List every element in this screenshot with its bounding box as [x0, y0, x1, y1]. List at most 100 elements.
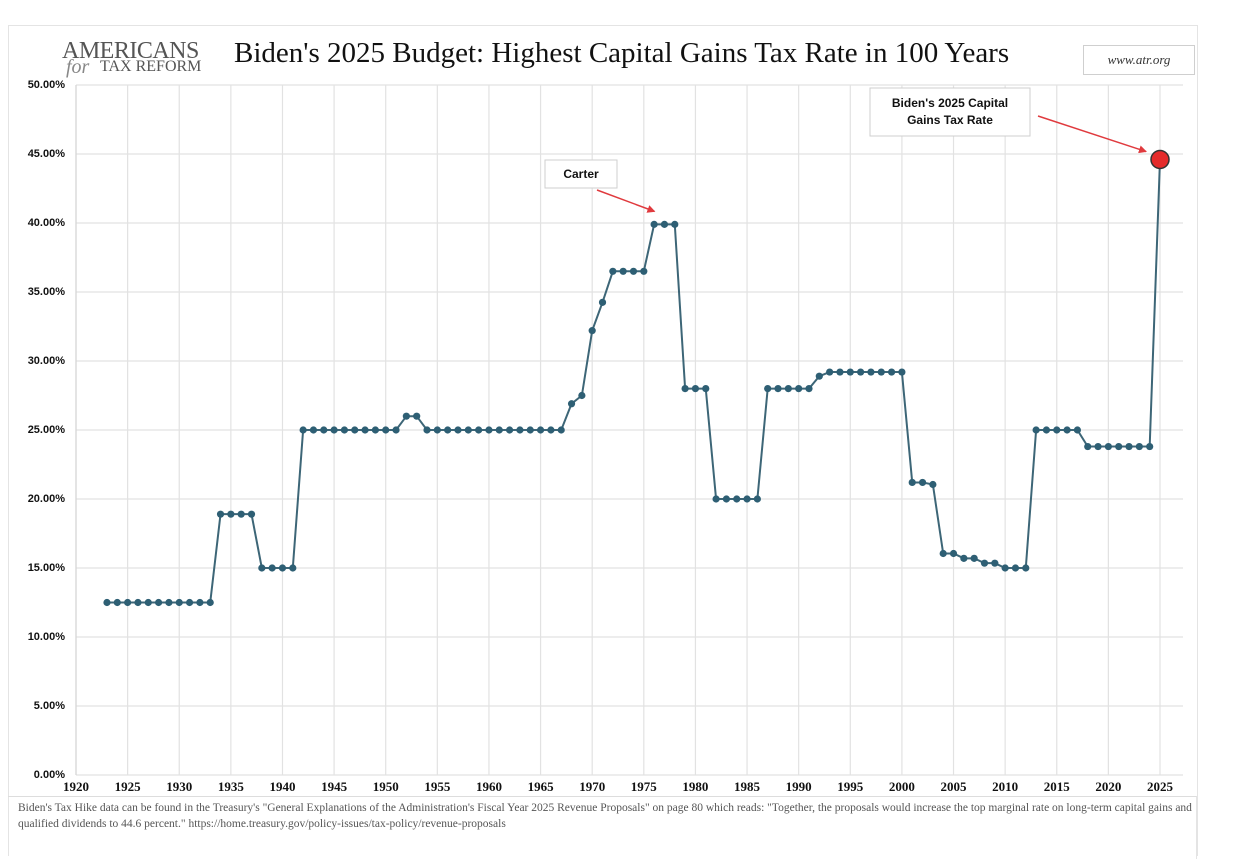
- x-tick-label: 1980: [682, 779, 708, 794]
- data-point: [836, 368, 844, 376]
- y-tick-label: 10.00%: [28, 631, 66, 643]
- chart-title: Biden's 2025 Budget: Highest Capital Gai…: [234, 37, 1010, 69]
- data-point: [165, 598, 173, 607]
- data-point: [918, 478, 927, 487]
- data-point: [423, 426, 431, 434]
- x-tick-label: 1990: [786, 779, 812, 794]
- data-point: [444, 426, 452, 434]
- data-point: [227, 510, 235, 518]
- data-point: [278, 564, 287, 572]
- data-point: [557, 426, 565, 434]
- data-point: [175, 598, 183, 607]
- data-point: [671, 220, 679, 228]
- x-tick-label: 1940: [269, 779, 295, 794]
- data-point: [578, 391, 586, 400]
- data-point: [382, 426, 390, 434]
- biden-arrow: [1037, 115, 1147, 154]
- data-point: [660, 220, 669, 228]
- data-point: [826, 368, 834, 376]
- data-point: [774, 385, 782, 393]
- data-point: [1042, 426, 1051, 434]
- data-point: [743, 495, 751, 503]
- data-point: [887, 368, 896, 376]
- x-tick-label: 2020: [1095, 779, 1121, 794]
- y-tick-label: 5.00%: [34, 700, 65, 712]
- data-point: [867, 368, 875, 376]
- data-point: [960, 554, 968, 562]
- x-tick-label: 1920: [63, 779, 89, 794]
- data-point: [1022, 564, 1030, 572]
- x-tick-label: 2005: [941, 779, 968, 794]
- data-point: [506, 426, 514, 434]
- data-point: [309, 426, 318, 434]
- data-point: [650, 220, 658, 228]
- data-point: [939, 549, 947, 558]
- data-point: [433, 426, 441, 434]
- data-point: [144, 598, 152, 607]
- data-point: [764, 385, 772, 393]
- data-point: [237, 510, 245, 518]
- x-tick-label: 1975: [631, 779, 658, 794]
- data-point: [340, 426, 349, 434]
- data-point: [640, 267, 648, 275]
- data-point: [536, 426, 545, 434]
- x-tick-label: 1935: [218, 779, 245, 794]
- data-point: [970, 554, 978, 562]
- data-point: [495, 426, 503, 434]
- y-tick-label: 45.00%: [28, 148, 66, 160]
- data-point: [795, 385, 803, 393]
- data-point: [1146, 442, 1154, 451]
- data-point: [196, 598, 204, 607]
- data-point: [722, 495, 731, 503]
- data-point: [216, 510, 225, 518]
- data-point: [413, 412, 421, 420]
- data-point: [805, 385, 813, 393]
- data-point: [247, 510, 256, 518]
- data-point: [464, 426, 472, 434]
- biden-annotation-label: Biden's 2025 Capital: [892, 96, 1008, 110]
- x-tick-label: 1985: [734, 779, 761, 794]
- biden-2025-point: [1150, 149, 1170, 170]
- data-point: [619, 267, 627, 275]
- data-point: [691, 385, 700, 393]
- data-point: [289, 564, 297, 572]
- biden-annotation-box: [869, 87, 1031, 137]
- series-line: [106, 159, 1161, 604]
- data-point: [1135, 442, 1143, 451]
- data-point: [753, 495, 761, 503]
- data-point: [361, 426, 369, 434]
- x-tick-label: 1970: [579, 779, 605, 794]
- data-point: [877, 368, 885, 376]
- data-point: [980, 559, 989, 567]
- x-tick-label: 2000: [889, 779, 915, 794]
- data-point: [846, 368, 854, 376]
- data-point: [330, 426, 338, 434]
- data-point: [712, 495, 720, 503]
- data-point: [547, 426, 555, 434]
- data-point: [1094, 442, 1102, 451]
- data-point: [154, 598, 163, 607]
- logo-for: for: [66, 56, 90, 78]
- carter-annotation-box: [544, 159, 618, 189]
- data-point: [784, 385, 792, 393]
- grid: [75, 84, 1183, 776]
- data-point: [1053, 426, 1061, 434]
- x-tick-label: 1925: [115, 779, 142, 794]
- data-point: [516, 426, 524, 434]
- data-point: [475, 426, 483, 434]
- data-point: [609, 267, 617, 275]
- site-label: www.atr.org: [1083, 45, 1195, 75]
- data-point: [857, 368, 865, 376]
- biden-annotation-label: Gains Tax Rate: [907, 113, 993, 127]
- data-point: [629, 267, 638, 275]
- x-tick-label: 1955: [424, 779, 451, 794]
- y-tick-label: 50.00%: [28, 79, 66, 91]
- annotations-layer: Carter Biden's 2025 Capital Gains Tax Rate: [544, 87, 1147, 213]
- data-point: [1063, 426, 1071, 434]
- atr-logo: AMERICANS for TAX REFORM: [52, 38, 217, 82]
- logo-americans: AMERICANS: [62, 38, 199, 64]
- carter-annotation-label: Carter: [563, 167, 599, 181]
- x-tick-label: 1995: [837, 779, 864, 794]
- y-tick-label: 20.00%: [28, 493, 66, 505]
